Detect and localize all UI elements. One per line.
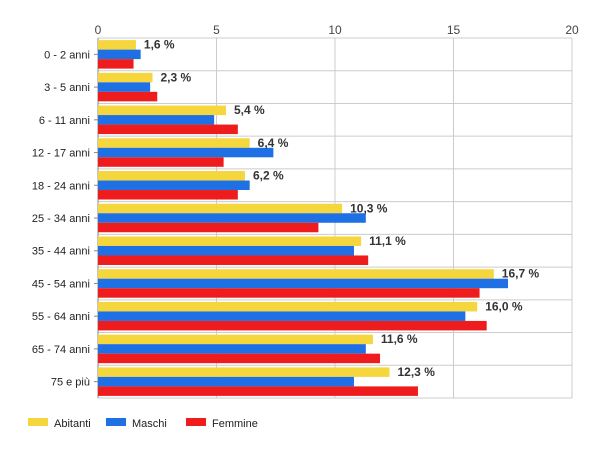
bar-maschi[interactable] [98, 147, 274, 158]
y-tick-label: 12 - 17 anni [32, 148, 90, 160]
legend-swatch-abitanti [28, 418, 48, 426]
y-tick-label: 65 - 74 anni [32, 344, 90, 356]
bar-abitanti[interactable] [98, 236, 362, 246]
bar-abitanti[interactable] [98, 72, 153, 83]
data-label: 6,4 % [258, 136, 289, 150]
bar-maschi[interactable] [98, 180, 250, 191]
bar-abitanti[interactable] [98, 334, 373, 345]
bar-abitanti[interactable] [98, 203, 343, 214]
y-tick-label: 45 - 54 anni [32, 278, 90, 290]
bar-abitanti[interactable] [98, 367, 390, 377]
bar-abitanti[interactable] [98, 269, 494, 279]
x-tick-label: 20 [565, 23, 579, 37]
y-tick-label: 75 e più [51, 377, 90, 389]
y-tick-label: 55 - 64 anni [32, 311, 90, 323]
y-tick-label: 35 - 44 anni [32, 246, 90, 258]
x-tick-label: 10 [328, 23, 342, 37]
bar-maschi[interactable] [98, 49, 141, 60]
bar-abitanti[interactable] [98, 138, 250, 148]
bar-femmine[interactable] [98, 288, 480, 298]
y-tick-label: 0 - 2 anni [44, 49, 90, 61]
data-label: 5,4 % [234, 103, 265, 117]
legend-swatch-femmine [186, 418, 206, 426]
bar-abitanti[interactable] [98, 40, 136, 50]
bar-femmine[interactable] [98, 124, 238, 135]
bar-femmine[interactable] [98, 59, 134, 69]
bar-maschi[interactable] [98, 278, 509, 289]
legend[interactable]: Abitanti Maschi Femmine [28, 418, 258, 430]
bar-femmine[interactable] [98, 190, 238, 200]
bar-maschi[interactable] [98, 376, 354, 387]
data-label: 10,3 % [350, 201, 388, 215]
legend-swatch-maschi [106, 418, 126, 426]
x-tick-label: 15 [447, 23, 461, 37]
labels: 0 5 10 15 20 0 - 2 anni 1,6 % 3 - 5 anni 2,3 % 6 … [32, 23, 579, 389]
data-label: 11,6 % [381, 332, 418, 346]
bar-maschi[interactable] [98, 115, 215, 125]
data-label: 16,0 % [485, 299, 523, 313]
data-label: 16,7 % [502, 267, 540, 281]
data-label: 11,1 % [369, 234, 406, 248]
bar-maschi[interactable] [98, 82, 151, 92]
y-tick-label: 18 - 24 anni [32, 180, 90, 192]
bar-abitanti[interactable] [98, 171, 245, 181]
bar-femmine[interactable] [98, 91, 158, 102]
y-tick-label: 25 - 34 anni [32, 213, 90, 225]
bar-maschi[interactable] [98, 311, 466, 321]
bar-femmine[interactable] [98, 320, 487, 331]
bar-femmine[interactable] [98, 255, 369, 265]
legend-item-maschi[interactable]: Maschi [132, 418, 167, 430]
legend-item-abitanti[interactable]: Abitanti [54, 418, 91, 430]
x-tick-label: 5 [213, 23, 220, 37]
x-tick-label: 0 [95, 23, 102, 37]
bar-femmine[interactable] [98, 157, 224, 167]
bar-abitanti[interactable] [98, 105, 226, 116]
data-label: 2,3 % [161, 70, 192, 84]
bar-abitanti[interactable] [98, 301, 478, 312]
bar-femmine[interactable] [98, 222, 319, 233]
bar-femmine[interactable] [98, 386, 418, 396]
data-label: 6,2 % [253, 169, 284, 183]
y-tick-label: 6 - 11 anni [39, 115, 90, 127]
y-tick-label: 3 - 5 anni [44, 82, 90, 94]
bar-femmine[interactable] [98, 353, 381, 364]
bars [98, 40, 509, 396]
bar-maschi[interactable] [98, 245, 354, 256]
bar-maschi[interactable] [98, 213, 366, 223]
data-label: 12,3 % [398, 365, 436, 379]
legend-item-femmine[interactable]: Femmine [212, 418, 258, 430]
bar-maschi[interactable] [98, 344, 366, 354]
data-label: 1,6 % [144, 38, 175, 52]
